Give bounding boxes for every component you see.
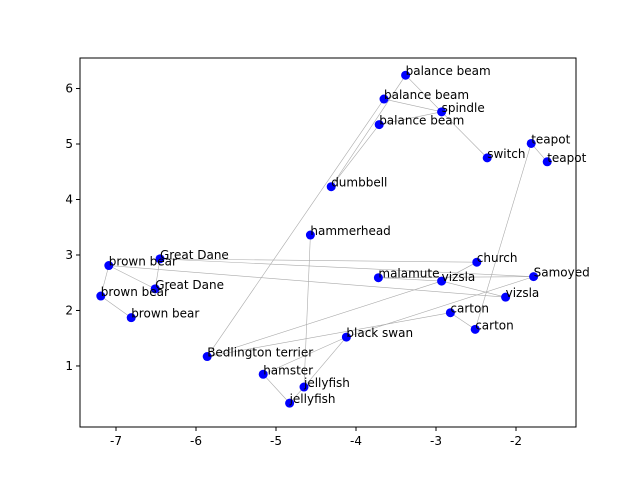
data-point (472, 257, 482, 267)
edge-line (100, 265, 110, 297)
data-point (285, 398, 295, 408)
edge-line (474, 143, 532, 330)
edge-line (303, 336, 347, 388)
edge-line (330, 124, 380, 187)
data-point (126, 313, 136, 323)
edge-line (441, 111, 488, 159)
point-label: Bedlington terrier (207, 346, 313, 360)
edge-line (379, 111, 442, 125)
edge-line (378, 277, 442, 282)
point-label: teapot (531, 132, 570, 146)
edge-line (378, 276, 534, 279)
x-tick-label: -7 (110, 434, 122, 448)
point-label: balance beam (384, 88, 469, 102)
x-tick-label: -6 (190, 434, 202, 448)
point-label: carton (450, 302, 489, 316)
point-label: teapot (547, 151, 586, 165)
point-label: malamute (378, 267, 439, 281)
y-tick-label: 3 (65, 248, 73, 262)
y-tick-label: 5 (65, 137, 73, 151)
point-label: hammerhead (310, 224, 390, 238)
point-label: balance beam (379, 114, 464, 128)
points-layer (96, 70, 552, 408)
point-label: carton (475, 318, 514, 332)
y-tick-label: 4 (65, 192, 73, 206)
y-axis: 1 2 3 4 5 6 (65, 82, 80, 373)
point-label: brown bear (109, 255, 177, 269)
x-tick-label: -4 (350, 434, 362, 448)
point-label: vizsla (506, 286, 540, 300)
edge-line (100, 295, 132, 318)
data-point (299, 382, 309, 392)
data-point (529, 272, 539, 282)
data-point (501, 292, 511, 302)
point-label: spindle (442, 101, 485, 115)
edge-line (262, 374, 290, 404)
point-label: jellyfish (289, 392, 336, 406)
point-label: dumbbell (331, 176, 387, 190)
edge-line (263, 336, 347, 375)
point-label: brown bear (101, 285, 169, 299)
data-point (202, 352, 212, 362)
point-label: black swan (346, 326, 413, 340)
y-tick-label: 1 (65, 359, 73, 373)
data-point (374, 120, 384, 130)
edge-line (154, 258, 161, 289)
edge-line (450, 312, 476, 330)
plot-frame (79, 57, 577, 428)
point-label: Samoyed (534, 266, 590, 280)
data-point (341, 332, 351, 342)
x-tick-label: -5 (270, 434, 282, 448)
data-point (373, 273, 383, 283)
x-tick-label: -2 (510, 434, 522, 448)
data-point (258, 369, 268, 379)
data-point (401, 70, 411, 80)
data-point (437, 107, 447, 117)
x-tick-label: -3 (430, 434, 442, 448)
edge-line (330, 75, 406, 187)
y-tick-label: 2 (65, 303, 73, 317)
data-point (482, 153, 492, 163)
y-tick-label: 6 (65, 82, 73, 96)
data-point (155, 254, 165, 264)
edge-line (441, 261, 477, 282)
data-point (526, 138, 536, 148)
data-point (470, 324, 480, 334)
point-label: vizsla (442, 270, 476, 284)
edge-line (207, 280, 442, 357)
data-point (96, 291, 106, 301)
point-label: switch (487, 147, 525, 161)
edge-line (108, 265, 156, 290)
edges-layer (100, 74, 548, 404)
edge-line (108, 265, 506, 298)
x-axis: -7 -6 -5 -4 -3 -2 (110, 427, 522, 448)
point-label: Great Dane (155, 278, 224, 292)
edge-line (206, 98, 385, 357)
data-point (379, 94, 389, 104)
edge-line (383, 98, 442, 113)
data-point (150, 284, 160, 294)
point-label: Great Dane (160, 248, 229, 262)
edge-line (405, 74, 442, 113)
data-point (326, 182, 336, 192)
point-label: jellyfish (303, 376, 350, 390)
edge-line (441, 280, 506, 298)
point-label: hamster (263, 363, 313, 377)
point-label: balance beam (406, 64, 491, 78)
point-label: church (477, 251, 518, 265)
edge-line (207, 312, 451, 357)
point-label: brown bear (131, 307, 199, 321)
data-point (542, 157, 552, 167)
data-point (437, 276, 447, 286)
edge-line (159, 258, 477, 263)
data-point (445, 308, 455, 318)
data-point (305, 230, 315, 240)
edge-line (159, 258, 534, 277)
edge-line (346, 276, 534, 338)
data-point (104, 261, 114, 271)
